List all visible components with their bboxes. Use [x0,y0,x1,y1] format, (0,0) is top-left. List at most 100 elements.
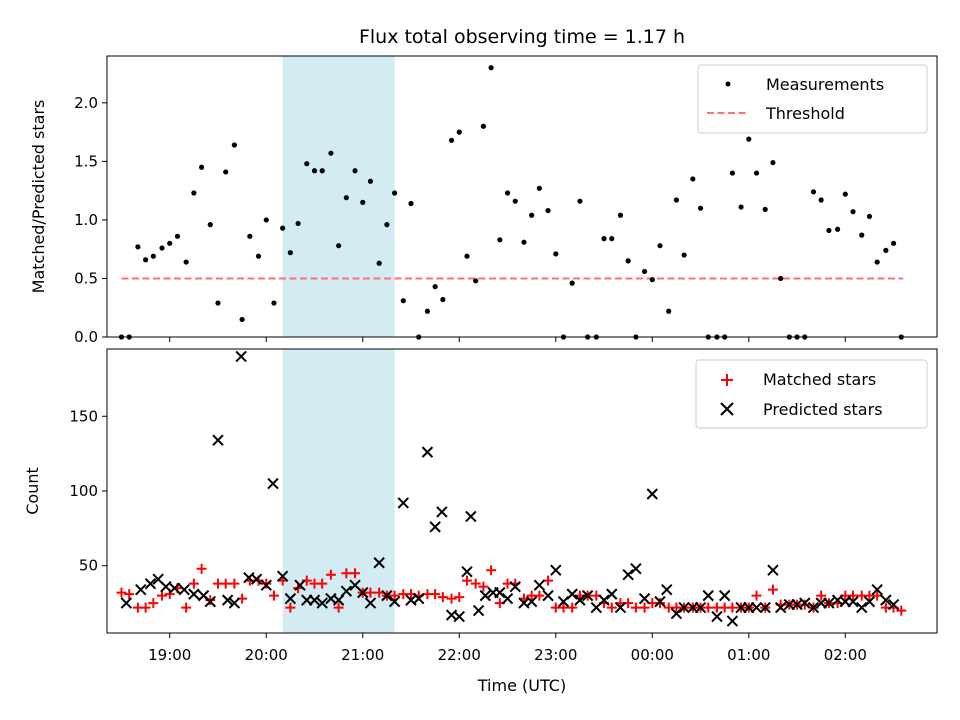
measurement-point [376,260,382,266]
matched-point [486,565,497,576]
predicted-point [308,594,321,606]
measurement-point [690,176,696,182]
matched-point [229,578,240,589]
y-tick-label: 150 [69,407,98,425]
measurement-point [150,253,156,259]
measurement-point [207,222,213,228]
matched-point [446,593,457,604]
predicted-point [630,563,642,575]
bottom-y-ticks: 50 100 150 [69,407,107,575]
predicted-point [694,601,707,614]
matched-point [437,592,448,603]
matched-point [655,598,666,609]
measurement-point [746,136,752,142]
measurement-point [456,129,462,135]
measurement-point [343,195,349,201]
measurement-point [198,164,205,170]
measurement-point [280,225,286,231]
matched-point [116,587,127,598]
predicted-point [525,595,538,608]
matched-point [389,590,400,601]
measurement-point [553,251,559,257]
count-panel: 50 100 150 19:00 20:00 21:00 22:00 23:00 00:00 0… [23,348,938,695]
measurement-point [641,268,648,275]
x-tick-label: 20:00 [245,646,288,664]
y-tick-label: 50 [79,557,98,575]
matched-point [703,602,714,613]
predicted-point [472,604,485,617]
measurement-point [311,168,318,174]
measurement-point [738,204,744,210]
matched-point [478,581,489,592]
predicted-point [235,350,247,363]
measurement-point [247,233,253,239]
measurement-point [448,137,455,143]
matched-point [350,568,361,579]
legend-marker-predicted [720,402,734,416]
matched-point [333,602,344,613]
predicted-point [436,506,448,518]
legend-label-threshold: Threshold [765,104,845,123]
measurement-point [770,159,776,166]
bottom-legend-box [695,359,928,429]
measurement-point [601,236,607,242]
matched-point [341,568,352,579]
measurement-point [834,226,841,232]
matched-point [140,602,151,613]
predicted-point [542,589,554,602]
matched-point [848,590,859,601]
predicted-point [332,594,345,606]
measurement-point [810,189,817,195]
matched-point [124,589,135,600]
measurement-point [697,205,704,211]
predicted-point [711,610,723,623]
y-tick-label: 1.5 [74,152,98,170]
measurement-point [529,212,535,218]
matched-point [534,590,545,601]
bottom-x-ticks: 19:00 20:00 21:00 22:00 23:00 00:00 01:00 02:00 [148,633,867,664]
predicted-point [144,577,157,590]
predicted-point [250,573,263,585]
measurement-point [778,275,784,282]
measurement-points [118,65,904,340]
matched-point [639,602,650,613]
matched-point [196,563,207,574]
measurement-point [408,200,414,207]
measurement-point [617,212,624,218]
measurement-point [143,257,149,263]
measurement-point [440,296,446,303]
matched-point [188,578,199,589]
predicted-point [212,434,224,446]
measurement-point [432,284,438,290]
predicted-point [501,592,514,605]
measurement-point [287,250,293,256]
predicted-point [574,594,586,606]
predicted-point [661,583,673,596]
measurement-point [569,280,575,286]
chart-title: Flux total observing time = 1.17 h [359,26,685,48]
measurement-point [304,161,310,167]
predicted-point [168,582,181,594]
predicted-point [135,583,147,596]
matched-point [558,602,569,613]
y-tick-label: 1.0 [74,211,98,229]
measurement-point [753,170,760,176]
predicted-points [120,350,900,627]
top-legend-box [697,64,928,134]
measurement-point [473,278,479,284]
matched-point [148,598,159,609]
measurement-point [464,253,470,259]
measurement-point [497,237,503,243]
predicted-point [823,597,835,609]
predicted-point [221,594,234,606]
x-tick-label: 02:00 [824,646,867,664]
predicted-point [453,610,465,623]
predicted-point [774,601,787,614]
x-tick-label: 22:00 [438,646,481,664]
predicted-point [381,589,393,602]
measurement-point [866,213,873,220]
measurement-point [183,259,189,265]
legend-label-predicted: Predicted stars [763,400,883,419]
measurement-point [174,233,181,239]
